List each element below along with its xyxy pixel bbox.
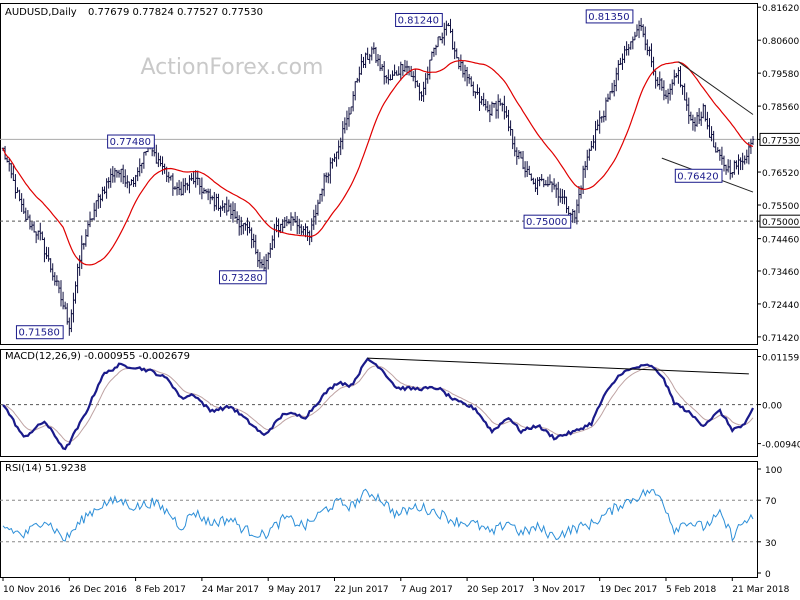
price-labels: 0.71580 0.77480 0.73280 0.81240 0.75000 0.813… — [15, 9, 723, 340]
price-label-box — [218, 270, 267, 285]
price-tick-label: 0.81620 — [762, 4, 799, 14]
price-label-box — [395, 12, 443, 27]
date-tick-label: 22 Jun 2017 — [334, 585, 388, 595]
price-tick-label: 0.80600 — [762, 37, 799, 47]
rsi-tick-label: 100 — [765, 466, 782, 476]
date-tick-label: 5 Feb 2018 — [666, 585, 717, 595]
price-label-box — [674, 168, 723, 183]
macd-tick-label: -0.009408 — [762, 441, 800, 451]
price-bar — [751, 136, 755, 145]
macd-line — [2, 357, 754, 451]
price-label: 0.75000 — [526, 217, 567, 228]
date-tick-label: 20 Sep 2017 — [467, 585, 524, 595]
date-tick-label: 26 Dec 2016 — [69, 585, 127, 595]
price-tick-label: 0.71420 — [762, 334, 799, 344]
price-label-box — [15, 325, 64, 340]
panel-frame-1 — [0, 349, 758, 457]
price-label: 0.81240 — [398, 15, 439, 26]
rsi-tick-label: 0 — [765, 570, 771, 580]
channel-upper-line — [678, 61, 754, 115]
price-tick-box — [759, 214, 800, 228]
rsi-tick-label: 30 — [765, 539, 777, 549]
price-tick-label: 0.79580 — [762, 70, 799, 80]
date-tick-label: 24 Mar 2017 — [202, 585, 259, 595]
price-label: 0.73280 — [221, 273, 262, 284]
date-tick-label: 7 Aug 2017 — [401, 585, 453, 595]
price-bars — [1, 17, 755, 336]
price-tick-label: 0.72440 — [762, 301, 799, 311]
macd-trend-line — [367, 357, 749, 375]
rsi-panel: 100 70 30 0 — [0, 466, 782, 580]
moving-average-line — [2, 59, 754, 266]
price-label: 0.71580 — [18, 328, 59, 339]
date-tick-label: 9 May 2017 — [268, 585, 321, 595]
price-tick-label: 0.76520 — [762, 169, 799, 179]
date-axis: 10 Nov 2016 26 Dec 2016 8 Feb 2017 24 Mar 2… — [2, 577, 790, 595]
watermark: ActionForex.com — [141, 55, 324, 80]
date-tick-label: 8 Feb 2017 — [136, 585, 186, 595]
date-tick-label: 21 Mar 2018 — [732, 585, 789, 595]
panel-frame-2 — [0, 461, 758, 578]
panel-frames — [0, 3, 758, 578]
price-label-box — [523, 214, 572, 229]
macd-label: MACD(12,26,9) -0.000955 -0.002679 — [5, 351, 190, 362]
price-label-box — [585, 9, 634, 24]
panel-frame-0 — [0, 3, 758, 345]
price-tick-label: 0.78560 — [762, 103, 799, 113]
macd-tick-label: 0.00 — [762, 402, 782, 412]
rsi-line — [2, 488, 754, 542]
price-tick-label: 0.75500 — [762, 202, 799, 212]
price-tick-label: 0.74460 — [762, 236, 799, 246]
date-tick-label: 19 Dec 2017 — [600, 585, 658, 595]
date-tick-label: 10 Nov 2016 — [3, 585, 61, 595]
price-axis: 0.81620 0.80600 0.79580 0.78560 0.77530 0.765… — [757, 4, 800, 344]
macd-tick-label: 0.01159 — [762, 354, 799, 364]
price-label-box — [107, 134, 155, 149]
ohlc-header: 0.77679 0.77824 0.77527 0.77530 — [88, 7, 263, 18]
price-tick-label: 0.77530 — [762, 136, 799, 146]
macd-panel: 0.01159 0.00 -0.009408 — [0, 354, 800, 451]
symbol-label: AUDUSD,Daily — [5, 7, 77, 18]
moving-average — [2, 59, 754, 266]
price-tick-label: 0.73460 — [762, 268, 799, 278]
price-label: 0.77480 — [110, 137, 151, 148]
price-label: 0.76420 — [677, 171, 718, 182]
rsi-tick-label: 70 — [765, 497, 777, 507]
rsi-label: RSI(14) 51.9238 — [5, 463, 86, 474]
price-tick-label: 0.75000 — [762, 218, 799, 228]
date-tick-label: 3 Nov 2017 — [533, 585, 585, 595]
price-label: 0.81350 — [588, 12, 629, 23]
price-tick-box — [759, 132, 800, 146]
